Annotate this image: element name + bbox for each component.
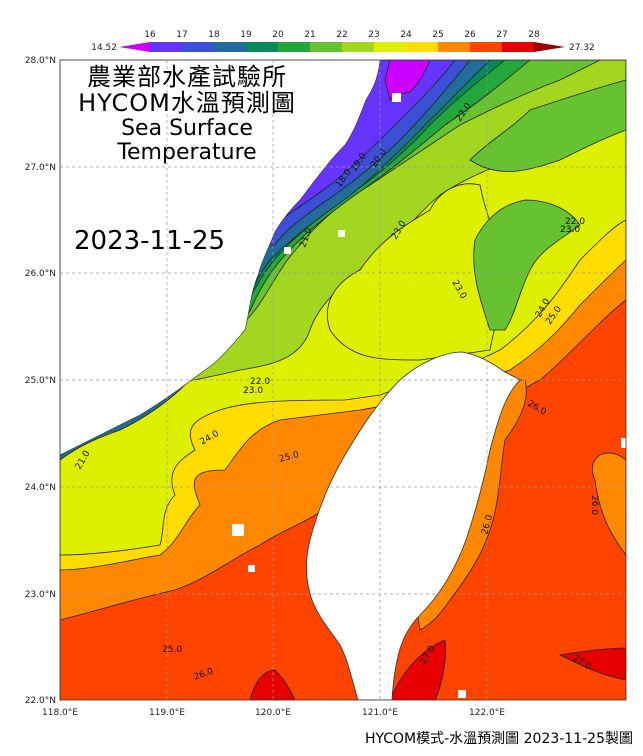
svg-text:18: 18 [208,30,220,40]
svg-text:28: 28 [528,30,540,40]
svg-text:26.0°N: 26.0°N [25,269,56,279]
svg-text:27.0°N: 27.0°N [25,163,56,173]
svg-text:22.0: 22.0 [565,217,585,227]
taiwan-land [306,351,521,700]
title-line-3: Sea Surface [121,115,253,141]
lon-axis: 118.0°E 119.0°E 120.0°E 121.0°E 122.0°E [42,708,505,718]
svg-text:26.0: 26.0 [589,495,599,515]
map-frame [59,59,627,701]
svg-text:25.0: 25.0 [162,645,182,655]
svg-text:22.0°N: 22.0°N [25,696,56,706]
svg-text:25.0°N: 25.0°N [25,376,56,386]
svg-text:25: 25 [432,30,443,40]
svg-text:119.0°E: 119.0°E [149,708,185,718]
graticule [60,60,626,700]
svg-text:120.0°E: 120.0°E [255,708,291,718]
svg-text:26: 26 [464,30,476,40]
forecast-date: 2023-11-25 [74,226,226,256]
footer-caption: HYCOM模式-水溫預測圖 2023-11-25製圖 [364,731,633,747]
svg-text:23.0: 23.0 [560,225,580,235]
svg-text:27: 27 [496,30,507,40]
title-line-2: HYCOM水溫預測圖 [78,89,296,118]
svg-text:16: 16 [144,30,156,40]
svg-text:122.0°E: 122.0°E [469,708,505,718]
colorbar-ticks: 16 17 18 19 20 21 22 23 24 25 26 27 28 [144,30,540,40]
colorbar-min-triangle [119,42,150,52]
svg-text:23: 23 [368,30,379,40]
title-line-4: Temperature [117,139,257,165]
svg-text:17: 17 [176,30,187,40]
svg-text:19: 19 [240,30,252,40]
colorbar-min-label: 14.52 [91,43,117,53]
svg-text:24: 24 [400,30,412,40]
svg-text:121.0°E: 121.0°E [362,708,398,718]
title-line-1: 農業部水產試驗所 [87,63,287,91]
svg-text:28.0°N: 28.0°N [25,56,56,66]
colorbar: 14.52 27.32 16 17 18 19 20 21 22 23 24 2… [91,30,595,53]
svg-text:21: 21 [304,30,315,40]
lat-axis: 28.0°N 27.0°N 26.0°N 25.0°N 24.0°N 23.0°… [25,56,56,706]
svg-text:22.0: 22.0 [250,377,270,387]
svg-text:22: 22 [336,30,347,40]
colorbar-max-label: 27.32 [569,43,595,53]
colorbar-max-triangle [534,42,565,52]
svg-text:23.0°N: 23.0°N [25,590,56,600]
svg-text:20: 20 [272,30,284,40]
svg-text:24.0°N: 24.0°N [25,483,56,493]
chart-title: 農業部水產試驗所 HYCOM水溫預測圖 Sea Surface Temperat… [62,64,312,165]
china-land [60,60,381,456]
svg-text:118.0°E: 118.0°E [42,708,78,718]
svg-text:23.0: 23.0 [243,386,263,396]
